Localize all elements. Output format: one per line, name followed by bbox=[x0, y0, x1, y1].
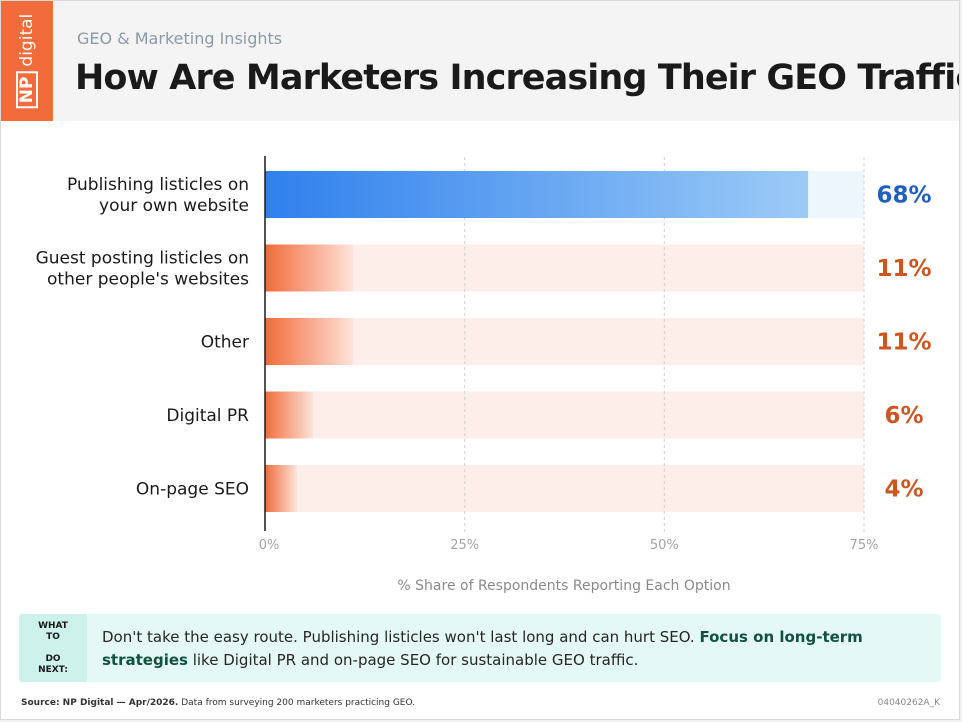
category-label: your own website bbox=[99, 196, 249, 216]
tag-line-1: WHAT TO bbox=[38, 620, 68, 642]
category-label: Digital PR bbox=[166, 406, 249, 426]
category-label: Other bbox=[201, 333, 249, 353]
category-label: Publishing listicles on bbox=[67, 175, 249, 195]
data-label: 11% bbox=[876, 330, 931, 356]
what-to-do-next-text: Don't take the easy route. Publishing li… bbox=[102, 626, 932, 672]
bar bbox=[265, 465, 297, 512]
chart-title: How Are Marketers Increasing Their GEO T… bbox=[75, 58, 960, 98]
x-tick-label: 75% bbox=[850, 538, 879, 553]
np-digital-logo: NP digital bbox=[1, 1, 53, 121]
bar bbox=[265, 171, 809, 218]
logo-np: NP bbox=[16, 71, 38, 109]
category-label: On-page SEO bbox=[136, 480, 249, 500]
source-label: Source: NP Digital — Apr/2026. bbox=[21, 698, 179, 708]
data-label: 11% bbox=[876, 256, 931, 282]
next-text-end: like Digital PR and on-page SEO for sust… bbox=[187, 651, 639, 669]
bar-track bbox=[265, 318, 864, 365]
x-tick-label: 25% bbox=[450, 538, 479, 553]
next-text-strong: Focus on long-term strategies bbox=[102, 628, 863, 669]
logo-digital: digital bbox=[17, 13, 37, 67]
next-text-intro: Don't take the easy route. Publishing li… bbox=[102, 628, 700, 646]
bar-track bbox=[265, 465, 864, 512]
data-label: 4% bbox=[884, 477, 923, 503]
category-label: other people's websites bbox=[47, 270, 249, 290]
what-to-do-next-tag: WHAT TO DO NEXT: bbox=[19, 614, 87, 682]
category-label: Guest posting listicles on bbox=[36, 249, 249, 269]
bar-track bbox=[265, 391, 864, 439]
chart-subtitle: GEO & Marketing Insights bbox=[77, 29, 283, 48]
tag-line-2: DO NEXT: bbox=[38, 653, 68, 675]
header: NP digital GEO & Marketing Insights How A… bbox=[1, 1, 960, 121]
source-text: Data from surveying 200 marketers practi… bbox=[178, 698, 416, 708]
x-tick-label: 50% bbox=[650, 538, 679, 553]
bar bbox=[265, 391, 313, 439]
source-note: Source: NP Digital — Apr/2026. Data from… bbox=[21, 698, 415, 708]
chart-code: 04040262A_K bbox=[877, 698, 940, 708]
x-axis-title: % Share of Respondents Reporting Each Op… bbox=[397, 578, 730, 594]
what-to-do-next-box: WHAT TO DO NEXT: Don't take the easy rout… bbox=[19, 614, 941, 682]
data-label: 6% bbox=[884, 403, 923, 429]
bar bbox=[265, 318, 353, 365]
data-label: 68% bbox=[876, 183, 931, 209]
bar bbox=[265, 244, 353, 292]
bar-track bbox=[265, 244, 864, 292]
x-tick-label: 0% bbox=[259, 538, 280, 553]
